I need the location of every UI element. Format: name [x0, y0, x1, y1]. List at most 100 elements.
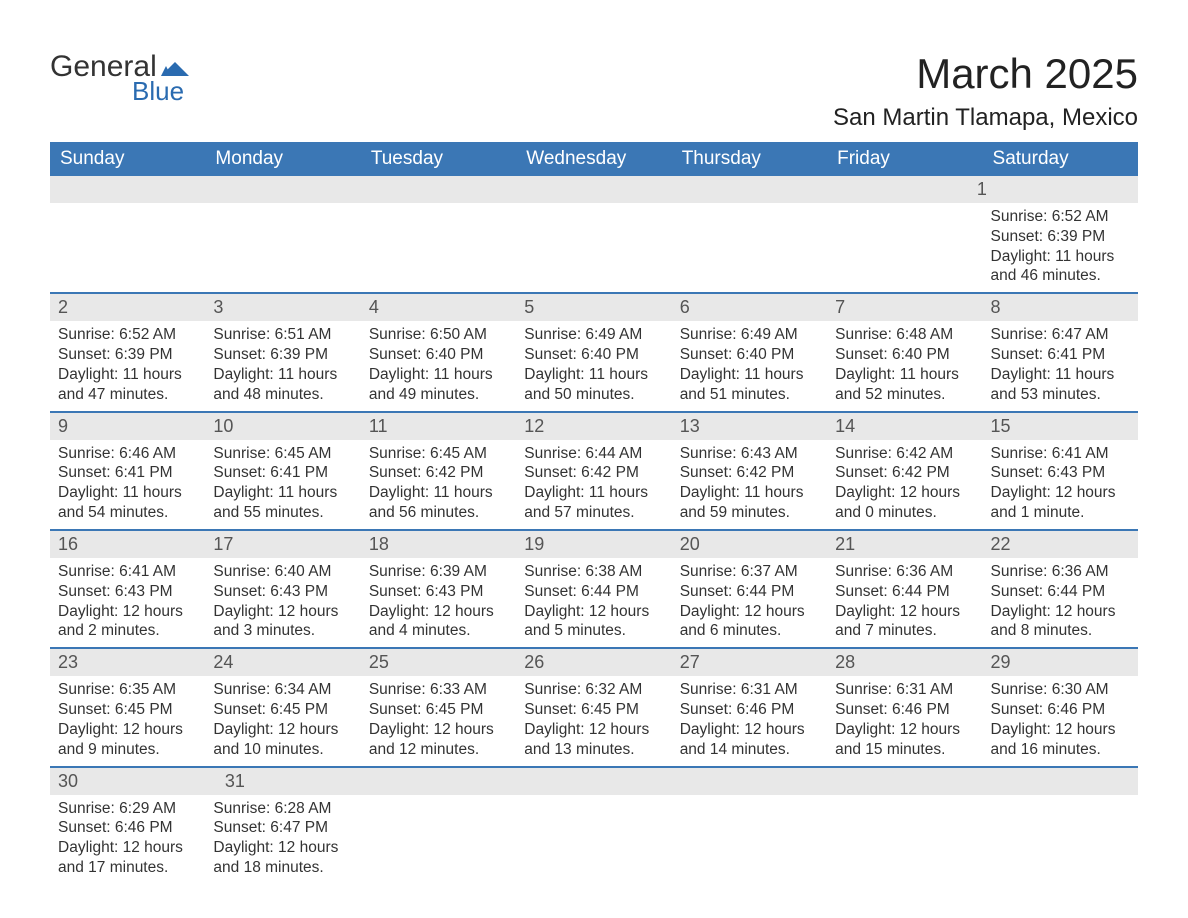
day-body: [672, 795, 827, 884]
daylight-text: Daylight: 11 hours and 59 minutes.: [680, 483, 819, 523]
day-number: 25: [361, 649, 516, 676]
sunset-text: Sunset: 6:46 PM: [991, 700, 1130, 720]
day-number: 13: [672, 413, 827, 440]
sunrise-text: Sunrise: 6:41 AM: [991, 444, 1130, 464]
daylight-text: Daylight: 12 hours and 18 minutes.: [213, 838, 352, 878]
sunset-text: Sunset: 6:42 PM: [835, 463, 974, 483]
sunrise-text: Sunrise: 6:41 AM: [58, 562, 197, 582]
daylight-text: Daylight: 12 hours and 15 minutes.: [835, 720, 974, 760]
day-body: [516, 795, 671, 884]
day-number: [203, 176, 356, 203]
sunrise-text: Sunrise: 6:38 AM: [524, 562, 663, 582]
sunset-text: Sunset: 6:44 PM: [835, 582, 974, 602]
sunrise-text: Sunrise: 6:39 AM: [369, 562, 508, 582]
weekday-header: Monday: [205, 142, 360, 176]
sunset-text: Sunset: 6:46 PM: [680, 700, 819, 720]
sunrise-text: Sunrise: 6:48 AM: [835, 325, 974, 345]
sunset-text: Sunset: 6:45 PM: [213, 700, 352, 720]
day-number: 15: [983, 413, 1138, 440]
daylight-text: Daylight: 11 hours and 52 minutes.: [835, 365, 974, 405]
logo: General Blue: [50, 50, 189, 107]
calendar: Sunday Monday Tuesday Wednesday Thursday…: [50, 142, 1138, 884]
day-number: 9: [50, 413, 205, 440]
day-body: Sunrise: 6:48 AMSunset: 6:40 PMDaylight:…: [827, 321, 982, 410]
day-body: Sunrise: 6:41 AMSunset: 6:43 PMDaylight:…: [983, 440, 1138, 529]
daylight-text: Daylight: 12 hours and 2 minutes.: [58, 602, 197, 642]
day-number: 2: [50, 294, 205, 321]
week-row: 1Sunrise: 6:52 AMSunset: 6:39 PMDaylight…: [50, 176, 1138, 292]
sunrise-text: Sunrise: 6:51 AM: [213, 325, 352, 345]
day-body: [205, 203, 360, 292]
day-number: 12: [516, 413, 671, 440]
day-body: Sunrise: 6:33 AMSunset: 6:45 PMDaylight:…: [361, 676, 516, 765]
daylight-text: Daylight: 11 hours and 57 minutes.: [524, 483, 663, 523]
day-number: 19: [516, 531, 671, 558]
daylight-text: Daylight: 11 hours and 48 minutes.: [213, 365, 352, 405]
sunrise-text: Sunrise: 6:43 AM: [680, 444, 819, 464]
day-number: 27: [672, 649, 827, 676]
daylight-text: Daylight: 12 hours and 14 minutes.: [680, 720, 819, 760]
day-number: [535, 768, 686, 795]
sunset-text: Sunset: 6:44 PM: [524, 582, 663, 602]
daylight-text: Daylight: 12 hours and 9 minutes.: [58, 720, 197, 760]
weeks-container: 1Sunrise: 6:52 AMSunset: 6:39 PMDaylight…: [50, 176, 1138, 884]
sunrise-text: Sunrise: 6:40 AM: [213, 562, 352, 582]
sunset-text: Sunset: 6:43 PM: [369, 582, 508, 602]
day-number: 10: [205, 413, 360, 440]
daylight-text: Daylight: 11 hours and 54 minutes.: [58, 483, 197, 523]
day-number: [816, 176, 969, 203]
daylight-text: Daylight: 11 hours and 55 minutes.: [213, 483, 352, 523]
day-number: 8: [983, 294, 1138, 321]
sunrise-text: Sunrise: 6:31 AM: [835, 680, 974, 700]
weekday-header: Tuesday: [361, 142, 516, 176]
weekday-header-row: Sunday Monday Tuesday Wednesday Thursday…: [50, 142, 1138, 176]
day-number: 20: [672, 531, 827, 558]
sunset-text: Sunset: 6:41 PM: [991, 345, 1130, 365]
day-number: 11: [361, 413, 516, 440]
weekday-header: Saturday: [983, 142, 1138, 176]
sunrise-text: Sunrise: 6:34 AM: [213, 680, 352, 700]
daylight-text: Daylight: 12 hours and 8 minutes.: [991, 602, 1130, 642]
sunset-text: Sunset: 6:39 PM: [991, 227, 1130, 247]
week-row: 3031Sunrise: 6:29 AMSunset: 6:46 PMDayli…: [50, 766, 1138, 884]
daylight-text: Daylight: 11 hours and 51 minutes.: [680, 365, 819, 405]
daylight-text: Daylight: 12 hours and 7 minutes.: [835, 602, 974, 642]
sunset-text: Sunset: 6:46 PM: [835, 700, 974, 720]
sunset-text: Sunset: 6:44 PM: [991, 582, 1130, 602]
sunrise-text: Sunrise: 6:45 AM: [213, 444, 352, 464]
day-body: Sunrise: 6:43 AMSunset: 6:42 PMDaylight:…: [672, 440, 827, 529]
weekday-header: Sunday: [50, 142, 205, 176]
daylight-text: Daylight: 12 hours and 4 minutes.: [369, 602, 508, 642]
weekday-header: Wednesday: [516, 142, 671, 176]
header: General Blue March 2025 San Martin Tlama…: [50, 50, 1138, 132]
daylight-text: Daylight: 12 hours and 3 minutes.: [213, 602, 352, 642]
day-body: Sunrise: 6:49 AMSunset: 6:40 PMDaylight:…: [672, 321, 827, 410]
sunset-text: Sunset: 6:47 PM: [213, 818, 352, 838]
daylight-text: Daylight: 12 hours and 6 minutes.: [680, 602, 819, 642]
sunrise-text: Sunrise: 6:32 AM: [524, 680, 663, 700]
daylight-text: Daylight: 11 hours and 49 minutes.: [369, 365, 508, 405]
day-body: Sunrise: 6:52 AMSunset: 6:39 PMDaylight:…: [50, 321, 205, 410]
day-number: [384, 768, 535, 795]
day-number: 5: [516, 294, 671, 321]
daylight-text: Daylight: 12 hours and 1 minute.: [991, 483, 1130, 523]
sunrise-text: Sunrise: 6:29 AM: [58, 799, 197, 819]
sunrise-text: Sunrise: 6:31 AM: [680, 680, 819, 700]
day-body: Sunrise: 6:52 AMSunset: 6:39 PMDaylight:…: [983, 203, 1138, 292]
day-body: Sunrise: 6:36 AMSunset: 6:44 PMDaylight:…: [827, 558, 982, 647]
day-body: Sunrise: 6:51 AMSunset: 6:39 PMDaylight:…: [205, 321, 360, 410]
sunrise-text: Sunrise: 6:52 AM: [58, 325, 197, 345]
day-body: Sunrise: 6:45 AMSunset: 6:41 PMDaylight:…: [205, 440, 360, 529]
day-number: 28: [827, 649, 982, 676]
sunrise-text: Sunrise: 6:35 AM: [58, 680, 197, 700]
day-number: 3: [205, 294, 360, 321]
daylight-text: Daylight: 12 hours and 13 minutes.: [524, 720, 663, 760]
day-body: Sunrise: 6:34 AMSunset: 6:45 PMDaylight:…: [205, 676, 360, 765]
daylight-text: Daylight: 12 hours and 12 minutes.: [369, 720, 508, 760]
title-block: March 2025 San Martin Tlamapa, Mexico: [833, 50, 1138, 132]
day-number: 21: [827, 531, 982, 558]
day-number: 14: [827, 413, 982, 440]
weekday-header: Friday: [827, 142, 982, 176]
day-number: [836, 768, 987, 795]
sunrise-text: Sunrise: 6:36 AM: [835, 562, 974, 582]
